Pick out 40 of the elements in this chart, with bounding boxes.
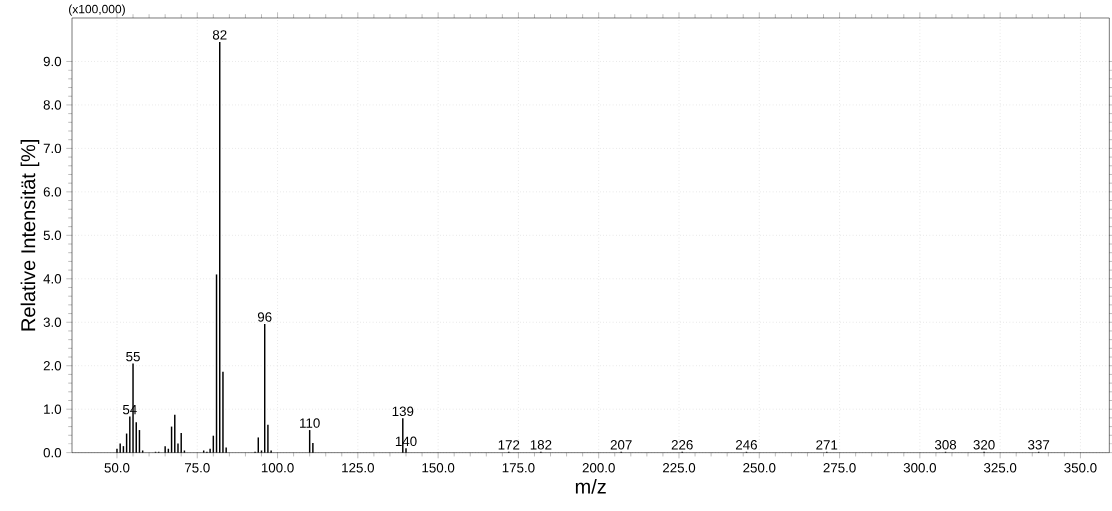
annotation: 246 (735, 440, 757, 450)
x-tick-label: 250.0 (743, 463, 776, 473)
annotation: 182 (530, 440, 552, 450)
y-tick-label: 1.0 (44, 404, 62, 415)
y-tick-label: 3.0 (43, 317, 62, 328)
annotation: 96 (257, 312, 272, 322)
y-axis-title: Relative Intensität [%] (20, 140, 40, 331)
annotation: 271 (816, 440, 838, 450)
x-tick-label: 325.0 (983, 463, 1017, 473)
annotation: 172 (498, 440, 520, 450)
x-tick-label: 100.0 (261, 463, 294, 473)
x-tick-label: 75.0 (184, 463, 210, 473)
x-tick-label: 225.0 (662, 463, 696, 473)
annotation: 308 (934, 440, 957, 450)
annotation: 226 (671, 440, 693, 450)
x-tick-label: 150.0 (422, 463, 455, 473)
y-tick-label: 5.0 (43, 230, 62, 241)
y-tick-label: 6.0 (43, 187, 62, 197)
y-tick-label: 4.0 (43, 274, 62, 284)
x-tick-label: 175.0 (502, 463, 535, 473)
x-tick-label: 50.0 (104, 463, 130, 473)
x-tick-label: 300.0 (903, 463, 937, 473)
annotation: 82 (212, 30, 227, 40)
annotation: 139 (392, 406, 414, 417)
y-tick-label: 8.0 (43, 100, 62, 110)
y-tick-label: 7.0 (43, 143, 62, 154)
x-tick-label: 350.0 (1064, 463, 1097, 473)
x-tick-label: 125.0 (342, 463, 374, 473)
annotation: 337 (1028, 440, 1050, 450)
annotation: 320 (973, 440, 995, 450)
y-tick-label: 2.0 (43, 361, 62, 371)
annotation: 55 (126, 352, 140, 362)
y-tick-label: 9.0 (43, 56, 62, 67)
annotation: 207 (610, 440, 632, 450)
x-tick-label: 200.0 (582, 463, 615, 473)
y-tick-label: 0.0 (43, 448, 62, 458)
x-axis-title: m/z (575, 479, 606, 494)
text: (x100,000) (69, 4, 125, 16)
annotation: 110 (300, 418, 320, 428)
x-tick-label: 275.0 (823, 463, 856, 473)
